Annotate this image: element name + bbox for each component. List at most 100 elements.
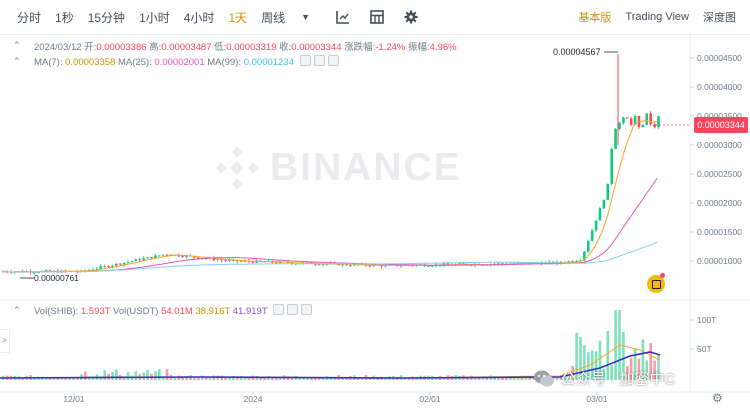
candle-body (520, 262, 524, 264)
timeframe-15m[interactable]: 15分钟 (87, 10, 126, 25)
volume-tick-label: 100T (697, 315, 716, 325)
volume-bar (314, 377, 317, 380)
candle-body (95, 268, 99, 270)
settings-gear-icon[interactable] (404, 10, 418, 24)
volume-bar (395, 376, 399, 380)
hide-ma-eye-icon[interactable] (299, 55, 311, 66)
hide-volume-eye-icon[interactable] (273, 304, 285, 315)
volume-bar (431, 375, 434, 380)
volume-bar (224, 376, 227, 380)
candle-body (403, 264, 407, 266)
high-value: 0.00003487 (161, 42, 212, 53)
candle-body (653, 124, 656, 128)
ma-settings-icon[interactable] (313, 55, 325, 66)
candle-body (376, 264, 379, 266)
candle-body (329, 263, 333, 264)
timeframe-1w[interactable]: 周线 (261, 10, 286, 25)
candle-body (146, 257, 149, 259)
candle-body (629, 118, 633, 125)
remove-ma-close-icon[interactable] (327, 55, 339, 66)
candle-body (411, 265, 415, 267)
candle-body (360, 263, 364, 265)
volume-bar (473, 377, 477, 380)
candle-body (138, 259, 142, 261)
layout-grid-icon[interactable] (370, 10, 384, 24)
timeframe-1h[interactable]: 1小时 (139, 10, 170, 25)
axis-settings-icon[interactable]: ⚙ (712, 391, 723, 405)
volume-bar (333, 377, 337, 380)
volume-bar (87, 376, 91, 380)
candle-body (641, 124, 645, 128)
candle-body (232, 259, 235, 261)
candle-body (2, 271, 5, 273)
candle-body (169, 254, 173, 256)
indicators-icon[interactable] (336, 10, 350, 24)
volume-bar (302, 377, 305, 380)
side-panel-toggle[interactable]: > (0, 329, 10, 353)
volume-bar (512, 376, 516, 380)
candle-body (13, 271, 17, 273)
candle-body (290, 262, 294, 264)
volume-bar (107, 373, 110, 380)
vol-shib-value: 1.593T (81, 306, 111, 317)
remove-volume-close-icon[interactable] (301, 304, 313, 315)
volume-bar (220, 375, 223, 380)
collapse-chevron-up-icon[interactable]: ⌃ (13, 40, 21, 50)
volume-bar (200, 375, 204, 380)
amplitude-value: 4.96% (429, 42, 457, 53)
candle-body (618, 122, 621, 129)
view-depth[interactable]: 深度图 (703, 12, 736, 24)
timeframe-1s[interactable]: 1秒 (55, 10, 74, 25)
volume-bar (21, 377, 25, 380)
price-tick-label: 0.00003000 (697, 140, 742, 150)
candle-body (275, 262, 278, 264)
candle-body (130, 261, 134, 262)
candle-body (193, 256, 196, 258)
timeframe-4h[interactable]: 4小时 (183, 10, 215, 25)
candle-body (122, 262, 126, 265)
candle-body (540, 263, 543, 265)
ohlc-info: 2024/03/12 开:0.00003386 高:0.00003487 低:0… (34, 39, 457, 53)
candle-body (434, 264, 438, 266)
volume-bar (204, 377, 208, 380)
collapse-volume-chevron-icon[interactable]: ⌃ (13, 305, 21, 315)
ma25-value: 0.00002001 (154, 57, 205, 68)
ma7-line (1, 119, 658, 273)
volume-bar (275, 377, 278, 380)
volume-bar (411, 376, 415, 380)
timeframe-1d[interactable]: 1天 (228, 10, 248, 25)
volume-bar (337, 375, 340, 380)
volume-bar (216, 375, 220, 380)
candle-body (212, 257, 216, 261)
candle-body (142, 258, 145, 261)
candle-body (251, 261, 255, 263)
volume-bar (364, 375, 368, 380)
more-timeframes-chevron-down-icon[interactable]: ▼ (301, 12, 311, 22)
volume-bar (130, 375, 134, 380)
volume-bar (150, 373, 153, 380)
volume-bar (438, 375, 442, 380)
ma7-value: 0.00003358 (65, 57, 116, 68)
binance-logo-icon (215, 146, 259, 190)
volume-bar (80, 374, 83, 380)
view-basic[interactable]: 基本版 (578, 12, 612, 24)
candle-body (337, 263, 340, 266)
volume-bar (481, 376, 485, 380)
ma25-label: MA(25): (117, 57, 152, 68)
collapse-ma-chevron-icon[interactable]: ⌃ (13, 56, 21, 66)
candle-body (68, 271, 71, 272)
volume-bar (310, 377, 313, 380)
candle-body (626, 117, 629, 119)
volume-bar (419, 375, 422, 380)
volume-bar (33, 377, 36, 380)
candle-body (645, 113, 649, 125)
view-tradingview[interactable]: Trading View (625, 11, 689, 23)
volume-bar (493, 376, 496, 380)
timeframe-time-sharing[interactable]: 分时 (17, 10, 42, 25)
candle-body (590, 230, 594, 242)
snapshot-button[interactable] (647, 275, 665, 293)
candle-body (72, 271, 75, 272)
candle-body (314, 264, 317, 265)
volume-settings-icon[interactable] (287, 304, 299, 315)
price-tick-label: 0.00002000 (697, 198, 742, 208)
